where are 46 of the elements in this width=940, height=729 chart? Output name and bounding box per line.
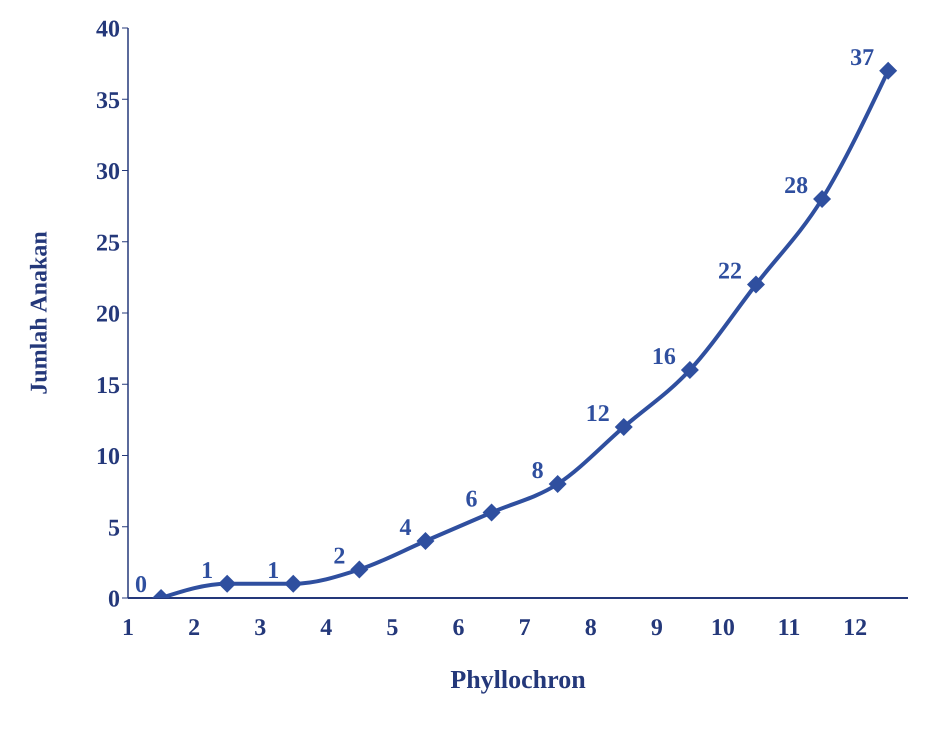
y-tick-label: 25 [96,230,120,256]
data-label: 16 [652,344,676,370]
data-label: 28 [784,173,808,199]
y-tick-label: 5 [108,515,120,542]
point [680,361,699,379]
x-tick-label: 7 [518,615,531,642]
data-label: 12 [586,401,610,427]
point [879,62,898,80]
point [813,190,832,208]
data-label: 37 [850,44,874,71]
x-tick-label: 10 [710,615,735,642]
y-tick-label: 15 [96,372,120,399]
x-tick-label: 1 [122,615,134,642]
x-tick-label: 2 [188,615,200,642]
y-axis-title: Jumlah Anakan [26,231,53,395]
y-tick-label: 0 [108,586,120,613]
x-tick-label: 4 [320,615,332,642]
x-tick-label: 6 [452,615,465,642]
y-tick-label: 10 [96,444,120,470]
x-tick-label: 12 [843,615,868,642]
point [350,560,368,578]
data-label: 1 [201,558,214,584]
point [482,504,501,522]
data-label: 6 [466,486,478,512]
y-tick-label: 35 [96,88,120,114]
x-tick-label: 11 [778,615,800,642]
y-tick-label: 40 [96,16,120,43]
x-tick-label: 3 [254,615,266,642]
data-label: 2 [333,544,346,570]
x-tick-label: 5 [386,615,398,642]
point [614,418,633,436]
data-label: 8 [532,458,544,484]
data-label: 22 [718,258,742,284]
data-label: 4 [399,515,412,541]
point [218,574,236,593]
x-tick-label: 9 [650,615,663,642]
point [416,532,434,550]
data-label: 0 [135,572,148,598]
point [284,574,302,593]
y-tick-label: 20 [96,302,120,328]
data-label: 1 [267,558,280,584]
x-tick-label: 8 [584,615,597,642]
point [746,276,765,294]
x-axis-title: Phyllochron [450,665,586,694]
y-tick-label: 30 [96,159,120,186]
point [548,475,567,493]
